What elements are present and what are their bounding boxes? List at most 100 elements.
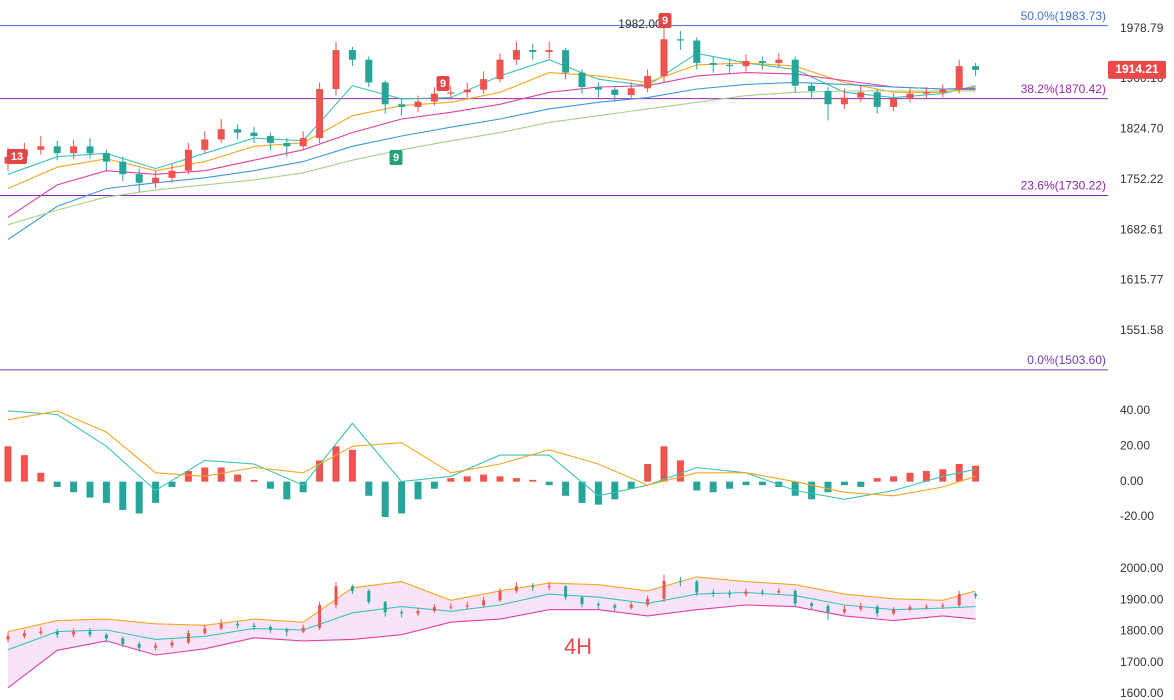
histogram-bar bbox=[545, 481, 553, 486]
histogram-bar bbox=[693, 481, 701, 491]
candle-body bbox=[170, 642, 174, 646]
candle-body bbox=[939, 89, 947, 93]
candle-body bbox=[875, 606, 879, 614]
candle-body bbox=[348, 50, 356, 60]
candle-body bbox=[350, 586, 354, 591]
histogram-bar bbox=[840, 481, 848, 486]
histogram-bar bbox=[365, 481, 373, 496]
histogram-bar bbox=[742, 481, 750, 486]
histogram-bar bbox=[332, 446, 340, 482]
line bbox=[7, 90, 976, 226]
y-tick-label: 40.00 bbox=[1120, 403, 1150, 417]
candle-body bbox=[449, 606, 453, 608]
histogram-bar bbox=[234, 474, 242, 482]
candle-body bbox=[514, 586, 518, 591]
candle-body bbox=[186, 633, 190, 643]
candle-body bbox=[482, 600, 486, 606]
candle-body bbox=[941, 605, 945, 607]
candle-body bbox=[728, 593, 732, 595]
td-marker-label: 13 bbox=[11, 151, 23, 163]
candle-body bbox=[316, 89, 324, 139]
y-tick-label: 1600.00 bbox=[1120, 686, 1164, 700]
line bbox=[7, 591, 976, 651]
histogram-bar bbox=[348, 449, 356, 482]
histogram-bar bbox=[463, 476, 471, 482]
candle-body bbox=[578, 72, 586, 88]
candle-body bbox=[957, 594, 961, 606]
candle-body bbox=[334, 586, 338, 605]
candle-body bbox=[70, 146, 78, 154]
candle-body bbox=[676, 39, 684, 41]
histogram-bar bbox=[217, 467, 225, 482]
candle-body bbox=[892, 609, 896, 614]
candle-body bbox=[873, 92, 881, 107]
histogram-bar bbox=[529, 479, 537, 482]
candle-body bbox=[644, 75, 652, 89]
candle-body bbox=[810, 603, 814, 606]
candle-body bbox=[629, 604, 633, 608]
candle-body bbox=[826, 605, 830, 613]
candle-body bbox=[301, 627, 305, 632]
candle-body bbox=[777, 590, 781, 593]
histogram-bar bbox=[890, 476, 898, 482]
td-marker-label: 9 bbox=[440, 78, 446, 90]
histogram-bar bbox=[922, 471, 930, 482]
histogram-bar bbox=[299, 481, 307, 493]
candle-body bbox=[660, 39, 668, 76]
y-tick-label: 1900.00 bbox=[1120, 592, 1164, 606]
candle-body bbox=[152, 177, 160, 183]
candle-body bbox=[594, 87, 602, 90]
candle-body bbox=[53, 146, 61, 154]
histogram-bar bbox=[562, 481, 570, 496]
td-marker-label: 9 bbox=[393, 152, 399, 164]
candle-body bbox=[400, 612, 404, 614]
candle-body bbox=[203, 628, 207, 634]
candle-body bbox=[955, 66, 963, 90]
line bbox=[7, 410, 976, 500]
candle-body bbox=[318, 605, 322, 628]
histogram-bar bbox=[808, 481, 816, 500]
candle-body bbox=[219, 623, 223, 629]
price-tag bbox=[1108, 60, 1166, 79]
histogram-bar bbox=[824, 481, 832, 493]
candle-body bbox=[465, 605, 469, 607]
candle-body bbox=[250, 132, 258, 137]
histogram-bar bbox=[201, 467, 209, 482]
histogram-bar bbox=[4, 446, 12, 482]
candle-body bbox=[201, 139, 209, 150]
histogram-bar bbox=[86, 481, 94, 498]
fib-label: 38.2%(1870.42) bbox=[1021, 82, 1106, 96]
candle-body bbox=[972, 66, 980, 70]
candle-body bbox=[857, 92, 865, 98]
candle-body bbox=[808, 85, 816, 91]
y-tick-label: 1700.00 bbox=[1120, 655, 1164, 669]
histogram-bar bbox=[283, 481, 291, 500]
td-marker bbox=[436, 76, 450, 91]
candle-body bbox=[72, 631, 76, 635]
candle-body bbox=[791, 59, 799, 86]
candle-body bbox=[908, 607, 912, 610]
histogram-bar bbox=[135, 481, 143, 514]
candle-body bbox=[414, 101, 422, 107]
candle-body bbox=[711, 592, 715, 594]
histogram-bar bbox=[660, 446, 668, 482]
candle-body bbox=[137, 644, 141, 648]
candle-body bbox=[974, 594, 978, 596]
histogram-bar bbox=[250, 479, 258, 482]
histogram-bar bbox=[414, 481, 422, 500]
candle-body bbox=[498, 590, 502, 601]
candle-body bbox=[709, 62, 717, 65]
histogram-bar bbox=[316, 460, 324, 482]
candle-body bbox=[596, 604, 600, 606]
histogram-bar bbox=[102, 481, 110, 503]
candle-body bbox=[86, 146, 94, 154]
candle-body bbox=[135, 174, 143, 183]
y-tick-label: 2000.00 bbox=[1120, 561, 1164, 575]
candle-body bbox=[924, 606, 928, 608]
candle-body bbox=[104, 634, 108, 639]
y-tick-label: -20.00 bbox=[1120, 509, 1154, 523]
candle-body bbox=[236, 623, 240, 626]
candle-body bbox=[121, 638, 125, 645]
fib-label: 50.0%(1983.73) bbox=[1021, 9, 1106, 23]
